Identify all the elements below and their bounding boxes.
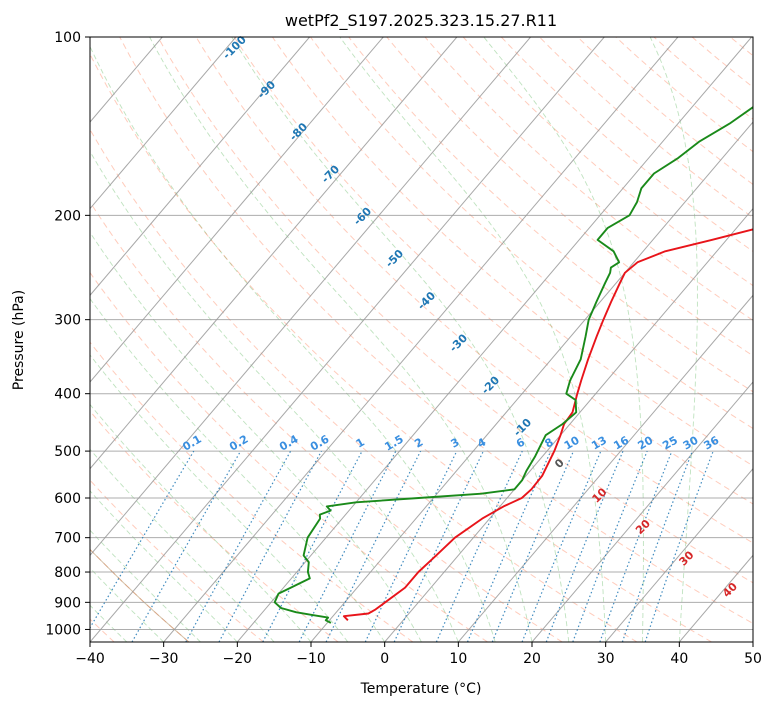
y-tick-label: 300	[54, 313, 81, 329]
dry-adiabat	[119, 37, 753, 625]
dry-adiabat	[90, 341, 414, 642]
data-series	[273, 106, 753, 624]
mixing-ratio-line	[435, 450, 523, 642]
mixing-ratio-line	[491, 450, 575, 642]
isotherm	[457, 294, 753, 642]
mixing-ratio-line	[185, 450, 292, 642]
y-tick-label: 600	[54, 491, 81, 507]
isotherm	[90, 37, 310, 297]
isotherm	[531, 381, 753, 642]
dry-adiabat	[462, 37, 753, 287]
x-tick-label: 40	[670, 651, 688, 667]
y-tick-label: 400	[54, 387, 81, 403]
y-tick-label: 500	[54, 444, 81, 460]
dry-adiabat	[310, 37, 753, 430]
mixing-ratio-line	[325, 450, 422, 642]
moist-adiabat	[90, 150, 459, 642]
x-tick-label: 0	[380, 651, 389, 667]
moist-adiabat	[90, 529, 201, 642]
isotherm	[90, 37, 237, 210]
mixing-ratio-line	[364, 450, 458, 642]
x-tick-label: −40	[75, 651, 105, 667]
x-tick-label: −10	[296, 651, 326, 667]
moist-adiabat	[231, 37, 570, 642]
series-line-0	[342, 228, 753, 621]
dry-adiabat	[615, 37, 753, 153]
moist-adiabat	[90, 490, 238, 642]
moist-adiabat	[90, 297, 386, 642]
y-tick-label: 800	[54, 565, 81, 581]
x-tick-label: 50	[744, 651, 762, 667]
x-tick-label: −20	[223, 651, 253, 667]
y-tick-label: 100	[54, 30, 81, 46]
background-lines	[90, 37, 753, 642]
isotherm	[605, 467, 753, 642]
moist-adiabat	[90, 231, 422, 642]
isotherm	[90, 37, 531, 557]
y-tick-label: 900	[54, 595, 81, 611]
y-tick-label: 200	[54, 208, 81, 224]
y-axis-ticks: 100 200 300 400 500 600 700 800 900 1000	[45, 30, 90, 638]
isotherm	[163, 37, 679, 642]
x-tick-label: 10	[449, 651, 467, 667]
y-tick-label: 700	[54, 531, 81, 547]
dry-adiabat	[90, 128, 638, 642]
moist-adiabat	[149, 37, 533, 642]
moist-adiabat	[90, 567, 165, 642]
mixing-ratio-line	[621, 450, 693, 642]
moist-adiabat	[649, 37, 698, 642]
moist-adiabat	[90, 45, 496, 642]
x-axis-label: Temperature (°C)	[360, 681, 482, 697]
mixing-ratio-line	[90, 450, 195, 629]
y-axis-label: Pressure (hPa)	[11, 290, 27, 390]
isotherm	[90, 37, 458, 470]
isotherm	[236, 37, 752, 642]
moist-adiabat	[90, 354, 349, 642]
dry-adiabat	[195, 37, 753, 544]
moist-adiabat	[90, 448, 275, 642]
x-tick-label: 30	[597, 651, 615, 667]
chart-title: wetPf2_S197.2025.323.15.27.R11	[285, 11, 557, 31]
dry-adiabat	[386, 37, 753, 357]
mixing-ratio-line	[218, 450, 323, 642]
mixing-ratio-line	[644, 450, 714, 642]
moist-adiabat	[339, 37, 607, 642]
isotherm	[310, 121, 753, 642]
dry-adiabat	[90, 53, 712, 642]
dry-adiabat	[157, 37, 753, 584]
plot-frame	[89, 36, 754, 643]
isotherm	[90, 37, 384, 383]
x-axis-ticks: −40 −30 −20 −10 0 10 20 30 40 50	[75, 642, 762, 667]
isotherm	[384, 207, 753, 642]
mixing-ratio-line	[131, 450, 242, 642]
dry-adiabat	[348, 37, 753, 393]
x-tick-label: −30	[149, 651, 179, 667]
dry-adiabat	[233, 37, 753, 505]
dry-adiabat	[90, 479, 264, 642]
series-line-1	[273, 106, 753, 624]
dry-adiabat	[424, 37, 753, 321]
dry-adiabat	[500, 37, 753, 252]
x-tick-label: 20	[523, 651, 541, 667]
mixing-ratio-line	[393, 450, 484, 642]
isotherm	[90, 37, 605, 642]
y-tick-label: 1000	[45, 622, 81, 638]
